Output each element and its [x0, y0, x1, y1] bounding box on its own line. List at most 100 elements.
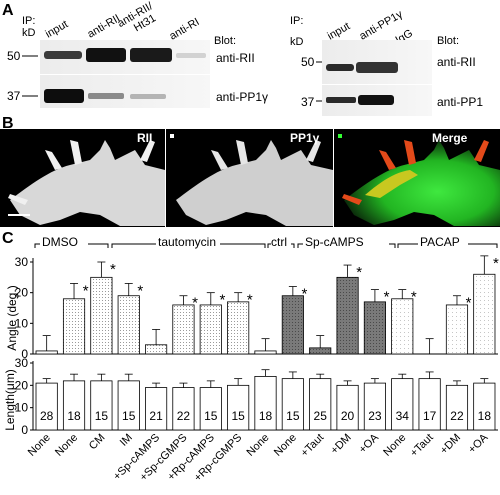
micrograph-merge: [334, 129, 500, 227]
category-label: +OA: [466, 431, 491, 456]
significance-asterisk: *: [493, 255, 499, 272]
x-axis-labels: None None CM IM+Sp-cAMPS+Sp-cGMPS+Rp-cAMPS+…: [26, 431, 491, 484]
band-pp1-anti-rii: [88, 93, 124, 99]
left-row-label-pp1: anti-PP1γ: [216, 90, 268, 104]
n-label: 18: [67, 409, 81, 423]
category-label: None: [53, 432, 80, 459]
right-row-label-rii: anti-RII: [437, 55, 476, 69]
category-label: IM: [118, 432, 135, 449]
n-label: 28: [40, 409, 54, 423]
angle-bar: [62, 298, 86, 355]
angle-bar: [117, 295, 140, 355]
band-rii-ht31: [130, 48, 172, 62]
left-lane-anti-rii: anti-RII: [86, 12, 123, 40]
angle-bar: [35, 350, 58, 355]
angle-bar: [309, 347, 332, 355]
n-label: 15: [95, 409, 109, 423]
band-pp1-input: [44, 89, 84, 103]
angle-bar: [363, 301, 386, 355]
group-pacap-bg: [418, 236, 468, 248]
right-marker-37: 37: [301, 95, 315, 109]
label-merge: Merge: [432, 131, 468, 145]
band-right-rii-input: [326, 64, 354, 71]
angle-bar: [172, 304, 195, 355]
group-tautomycin: tautomycin: [158, 235, 216, 249]
label-pp1: PP1γ: [290, 131, 320, 145]
category-label: None: [245, 432, 272, 459]
n-label: 15: [286, 409, 300, 423]
angle-chart: 0 10 20 30 * * * * * * * * * * * *: [15, 255, 499, 361]
significance-asterisk: *: [356, 264, 362, 281]
significance-asterisk: *: [384, 289, 390, 306]
significance-asterisk: *: [247, 292, 253, 309]
angle-bar: [473, 273, 496, 355]
n-label: 15: [122, 409, 136, 423]
group-ctrl-bg: [271, 236, 291, 248]
left-blot-divider: [40, 74, 210, 75]
micrograph-rii: [0, 129, 165, 227]
n-label: 21: [149, 409, 163, 423]
length-ylabel: Length(μm): [3, 369, 17, 431]
angle-ylabel: Angle (deg.): [5, 285, 19, 350]
band-rii-anti-rii: [86, 48, 126, 62]
angle-tick-label: 30: [15, 255, 29, 269]
group-ctrl: ctrl: [271, 235, 287, 249]
significance-asterisk: *: [110, 261, 116, 278]
panel-c-letter: C: [2, 230, 14, 247]
left-marker-50: 50: [7, 49, 21, 63]
n-label: 15: [204, 409, 218, 423]
group-dmso-bg: [40, 236, 88, 248]
angle-bar: [281, 295, 304, 355]
category-label: +DM: [329, 432, 354, 457]
group-pacap: PACAP: [420, 235, 460, 249]
n-label: 17: [423, 409, 437, 423]
right-kd-label: kD: [290, 36, 304, 48]
right-blot-label: Blot:: [437, 35, 459, 47]
angle-tick-label: 0: [21, 347, 28, 361]
left-lane-anti-ri: anti-RI: [168, 16, 202, 43]
significance-asterisk: *: [411, 289, 417, 306]
left-ip-label: IP:: [22, 15, 35, 27]
band-right-rii-pp1: [356, 62, 398, 73]
n-label: 15: [231, 409, 245, 423]
group-dmso: DMSO: [42, 235, 78, 249]
significance-asterisk: *: [466, 295, 472, 312]
group-tautomycin-bg: [156, 236, 220, 248]
significance-asterisk: *: [219, 292, 225, 309]
category-label: +Taut: [408, 432, 436, 460]
category-label: None: [381, 432, 408, 459]
n-label: 23: [368, 409, 382, 423]
angle-bar: [227, 301, 250, 355]
angle-bar: [199, 304, 222, 355]
category-label: CM: [87, 432, 108, 453]
left-kd-label: kD: [22, 27, 36, 39]
length-tick-label: 0: [21, 423, 28, 437]
angle-bar: [391, 298, 414, 355]
left-blot-label: Blot:: [214, 35, 236, 47]
n-label: 34: [396, 409, 410, 423]
n-label: 25: [314, 409, 328, 423]
left-lane-anti-rii-ht31: anti-RII/ Ht31: [116, 0, 159, 34]
n-label: 18: [478, 409, 492, 423]
left-lane-input: input: [44, 18, 71, 40]
angle-bar: [445, 304, 469, 355]
micrograph-pp1: [166, 129, 333, 227]
angle-bar: [254, 350, 277, 355]
length-bar: [227, 384, 250, 431]
category-label: +DM: [438, 432, 463, 457]
scale-bar: [8, 214, 30, 216]
n-label: 18: [259, 409, 273, 423]
n-label: 22: [450, 409, 464, 423]
significance-asterisk: *: [192, 295, 198, 312]
band-pp1-ht31: [130, 94, 166, 99]
right-marker-50: 50: [301, 55, 315, 69]
significance-asterisk: *: [302, 286, 308, 303]
right-row-label-pp1: anti-PP1: [437, 95, 483, 109]
n-label: 22: [177, 409, 191, 423]
panel-a-letter: A: [2, 2, 14, 19]
significance-asterisk: *: [137, 282, 143, 299]
length-tick-label: 10: [15, 401, 29, 415]
category-label: +Taut: [299, 432, 327, 460]
right-lane-input: input: [326, 20, 353, 42]
